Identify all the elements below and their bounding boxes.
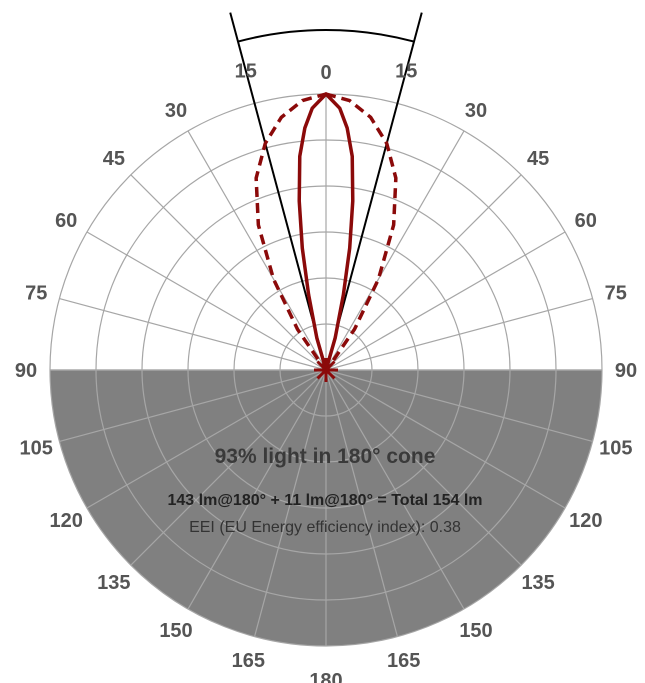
eei-annotation: EEI (EU Energy efficiency index): 0.38 bbox=[189, 519, 461, 536]
angle-tick-label: 45 bbox=[103, 148, 125, 170]
angle-tick-label: 120 bbox=[569, 510, 602, 532]
polar-spoke bbox=[325, 369, 566, 509]
angle-tick-label: 60 bbox=[575, 210, 597, 232]
angle-tick-label: 165 bbox=[387, 650, 420, 672]
lumen-total-annotation: 143 lm@180° + 11 lm@180° = Total 154 lm bbox=[168, 492, 483, 509]
angle-tick-label: 135 bbox=[97, 572, 130, 594]
polar-spoke bbox=[325, 369, 593, 443]
angle-tick-label: 150 bbox=[459, 620, 492, 642]
angle-tick-label: 0 bbox=[320, 62, 331, 84]
angle-tick-label: 165 bbox=[232, 650, 265, 672]
angle-tick-label: 15 bbox=[235, 61, 257, 83]
angle-tick-label: 30 bbox=[165, 100, 187, 122]
angle-tick-label: 60 bbox=[55, 210, 77, 232]
intensity-curves bbox=[254, 92, 398, 382]
polar-spoke bbox=[325, 369, 399, 637]
polar-spoke bbox=[325, 130, 465, 371]
polar-spoke bbox=[86, 369, 327, 509]
headline-annotation: 93% light in 180° cone bbox=[215, 445, 436, 468]
beam-angle-arc bbox=[237, 29, 415, 43]
polar-spoke bbox=[187, 130, 327, 371]
angle-tick-label: 45 bbox=[527, 148, 549, 170]
polar-spoke bbox=[130, 369, 327, 566]
angle-tick-label: 120 bbox=[50, 510, 83, 532]
angle-tick-label: 75 bbox=[605, 282, 627, 304]
angle-tick-label: 105 bbox=[20, 438, 53, 460]
polar-spoke bbox=[253, 369, 327, 637]
angle-tick-label: 105 bbox=[599, 438, 632, 460]
polar-spoke bbox=[325, 174, 522, 371]
angle-tick-label: 15 bbox=[395, 61, 417, 83]
annotations: 93% light in 180° cone 143 lm@180° + 11 … bbox=[168, 445, 483, 536]
polar-spoke bbox=[59, 369, 327, 443]
angle-tick-label: 90 bbox=[15, 360, 37, 382]
polar-spoke bbox=[325, 231, 566, 371]
polar-spoke bbox=[86, 231, 327, 371]
angle-tick-label: 30 bbox=[465, 100, 487, 122]
angle-tick-label: 135 bbox=[521, 572, 554, 594]
angle-tick-label: 90 bbox=[615, 360, 637, 382]
polar-spoke bbox=[59, 297, 327, 371]
origin-marker bbox=[324, 360, 336, 372]
angle-tick-label: 75 bbox=[25, 282, 47, 304]
polar-spoke bbox=[187, 369, 327, 610]
polar-spoke bbox=[325, 369, 465, 610]
angle-tick-label: 180 bbox=[309, 670, 342, 683]
angle-tick-label: 150 bbox=[159, 620, 192, 642]
polar-spoke bbox=[325, 369, 522, 566]
polar-spoke bbox=[130, 174, 327, 371]
angle-tick-labels: 0 15 15 30 30 45 45 60 60 75 75 90 90 105 105 120 120 135… bbox=[15, 61, 637, 683]
polar-spoke bbox=[325, 297, 593, 371]
